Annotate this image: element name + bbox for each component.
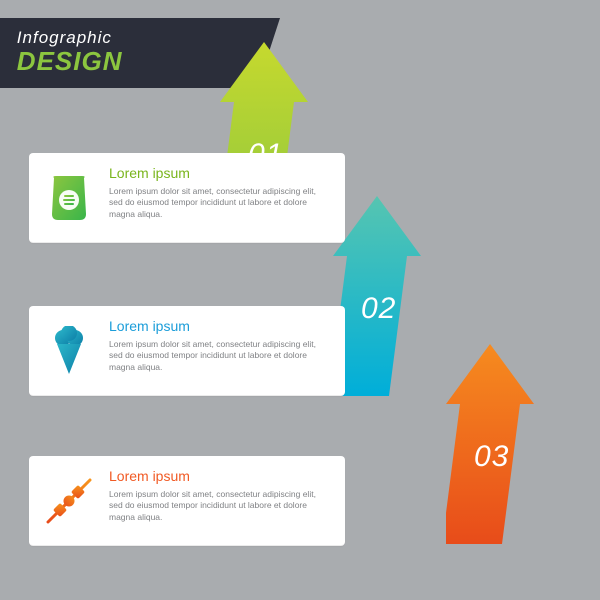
step-arrow-2: 02 [333,196,421,396]
card-body-1: Lorem ipsum dolor sit amet, consectetur … [109,186,319,220]
step-number-3: 03 [474,440,509,474]
card-title-1: Lorem ipsum [109,165,319,181]
info-card-2: Lorem ipsum Lorem ipsum dolor sit amet, … [29,306,345,396]
card-title-3: Lorem ipsum [109,468,319,484]
ice-cream-icon [29,306,109,395]
card-body-3: Lorem ipsum dolor sit amet, consectetur … [109,489,319,523]
infographic-stage: 01 02 03 Lorem ipsum Lore [0,0,600,600]
card-title-2: Lorem ipsum [109,318,319,334]
info-card-3: Lorem ipsum Lorem ipsum dolor sit amet, … [29,456,345,546]
step-number-2: 02 [361,292,396,326]
skewer-icon [29,456,109,545]
step-arrow-3: 03 [446,344,534,544]
chips-bag-icon [29,153,109,242]
info-card-1: Lorem ipsum Lorem ipsum dolor sit amet, … [29,153,345,243]
card-body-2: Lorem ipsum dolor sit amet, consectetur … [109,339,319,373]
